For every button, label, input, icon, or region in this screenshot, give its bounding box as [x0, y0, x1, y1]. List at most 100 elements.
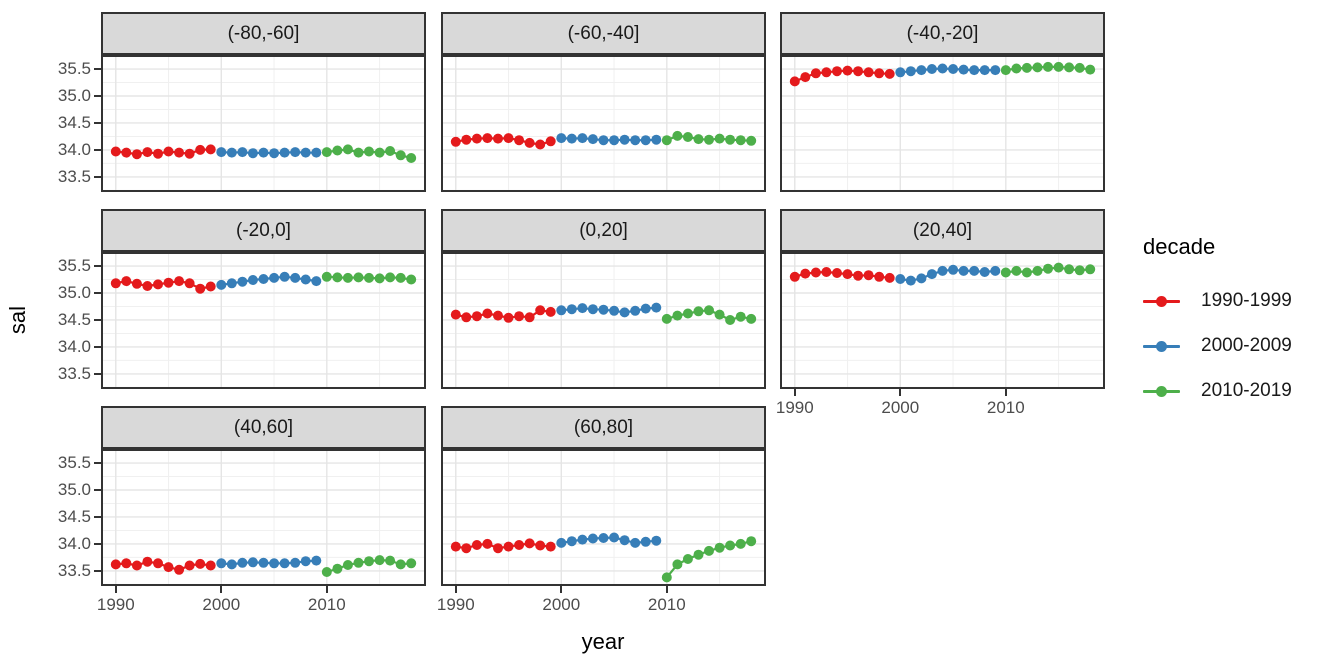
y-tick-mark [94, 489, 101, 491]
series-2000-2009 [556, 532, 662, 548]
series-1990-1999 [450, 538, 556, 554]
y-tick-label: 34.5 [57, 310, 91, 329]
legend-key-dot [1156, 385, 1167, 397]
legend-entry: 2010-2019 [1143, 368, 1292, 413]
y-tick-label: 34.0 [57, 533, 91, 553]
series-1990-1999 [450, 305, 556, 323]
legend-key-dot [1156, 295, 1167, 307]
legend-entry: 1990-1999 [1143, 278, 1292, 323]
y-tick-mark [94, 542, 101, 545]
facet-panel [101, 55, 426, 192]
series-1990-1999 [110, 276, 216, 294]
x-axis-title: year [581, 629, 625, 654]
series-2010-2019 [1000, 262, 1096, 278]
x-tick-mark [793, 389, 796, 396]
x-tick-label: 2010 [307, 595, 346, 614]
y-tick-label: 35.5 [57, 453, 91, 472]
y-tick-label: 34.5 [57, 507, 91, 526]
legend: decade 1990-1999 2000-2009 2010-2019 [1143, 234, 1292, 413]
series-2000-2009 [895, 63, 1001, 78]
series-2000-2009 [216, 147, 322, 159]
series-1990-1999 [789, 65, 895, 87]
x-tick-label: 2000 [542, 595, 581, 614]
y-tick-mark [94, 148, 101, 151]
series-2010-2019 [1000, 61, 1096, 76]
x-tick-mark [560, 586, 563, 593]
facet-panel [441, 55, 766, 192]
y-tick-label: 34.5 [57, 113, 91, 132]
facet-strip-label: (-60,-40] [441, 12, 766, 55]
facet-cell-7: (60,80] 1990 2000 2010 [437, 406, 766, 614]
facet-cell-2: (-40,-20] [780, 12, 1105, 192]
series-1990-1999 [110, 144, 216, 160]
series-2010-2019 [661, 536, 757, 583]
y-tick-mark [94, 265, 101, 267]
series-2010-2019 [661, 130, 757, 146]
y-tick-label: 33.5 [57, 363, 91, 383]
facet-strip-label: (-80,-60] [101, 12, 426, 55]
series-2000-2009 [895, 264, 1001, 286]
y-tick-label: 35.0 [57, 86, 91, 105]
legend-entry-label: 1990-1999 [1201, 289, 1292, 311]
y-tick-mark [94, 462, 101, 464]
x-tick-label: 1990 [775, 398, 814, 417]
x-tick-mark [665, 586, 668, 593]
series-2010-2019 [321, 271, 417, 285]
facet-cell-1: (-60,-40] [441, 12, 766, 192]
legend-key-icon [1143, 381, 1180, 401]
facet-panel [441, 252, 766, 389]
legend-title: decade [1143, 234, 1216, 259]
facet-strip-label: (60,80] [441, 406, 766, 449]
facet-panel [101, 449, 426, 586]
series-2000-2009 [216, 555, 322, 570]
series-2010-2019 [661, 305, 757, 325]
facet-cell-0: (-80,-60] 33.5 34.0 34.5 35.0 35.5 [58, 12, 426, 192]
y-tick-label: 35.5 [57, 59, 91, 78]
series-2000-2009 [556, 302, 662, 318]
y-tick-mark [94, 122, 101, 124]
legend-key-icon [1143, 336, 1180, 356]
y-tick-label: 35.0 [57, 283, 91, 302]
x-tick-label: 2000 [881, 398, 920, 417]
legend-entries: 1990-1999 2000-2009 2010-2019 [1143, 278, 1292, 413]
x-tick-mark [454, 586, 457, 593]
legend-key-icon [1143, 291, 1180, 311]
y-tick-label: 34.0 [57, 139, 91, 159]
x-tick-mark [114, 586, 117, 593]
facet-cell-6: (40,60] 33.5 34.0 34.5 35.0 35.5 1990 2000 2010 [58, 406, 426, 614]
facet-panel [441, 449, 766, 586]
x-tick-mark [325, 586, 328, 593]
facet-strip-label: (40,60] [101, 406, 426, 449]
facet-strip-label: (0,20] [441, 209, 766, 252]
y-tick-label: 35.0 [57, 480, 91, 499]
y-tick-mark [94, 95, 101, 97]
x-tick-mark [899, 389, 902, 396]
series-1990-1999 [789, 267, 895, 283]
y-tick-mark [94, 292, 101, 294]
series-2010-2019 [321, 555, 417, 577]
y-tick-mark [94, 516, 101, 518]
y-tick-mark [94, 175, 101, 178]
facet-panel [101, 252, 426, 389]
y-tick-mark [94, 345, 101, 348]
y-tick-label: 34.0 [57, 336, 91, 356]
facet-cell-3: (-20,0] 33.5 34.0 34.5 35.0 35.5 [58, 209, 426, 389]
x-tick-label: 1990 [436, 595, 475, 614]
facet-strip-label: (-40,-20] [780, 12, 1105, 55]
x-tick-label: 2000 [202, 595, 241, 614]
y-tick-label: 33.5 [57, 560, 91, 580]
facet-strip-label: (20,40] [780, 209, 1105, 252]
gridlines [101, 55, 426, 192]
y-tick-mark [94, 68, 101, 70]
x-tick-mark [1004, 389, 1007, 396]
facet-strip-label: (-20,0] [101, 209, 426, 252]
series-2010-2019 [321, 144, 417, 163]
legend-entry-label: 2010-2019 [1201, 379, 1292, 401]
gridlines [441, 252, 766, 389]
y-tick-mark [94, 372, 101, 375]
facet-panel [780, 252, 1105, 389]
x-tick-label: 2010 [647, 595, 686, 614]
series-1990-1999 [110, 556, 216, 575]
facet-panel [780, 55, 1105, 192]
